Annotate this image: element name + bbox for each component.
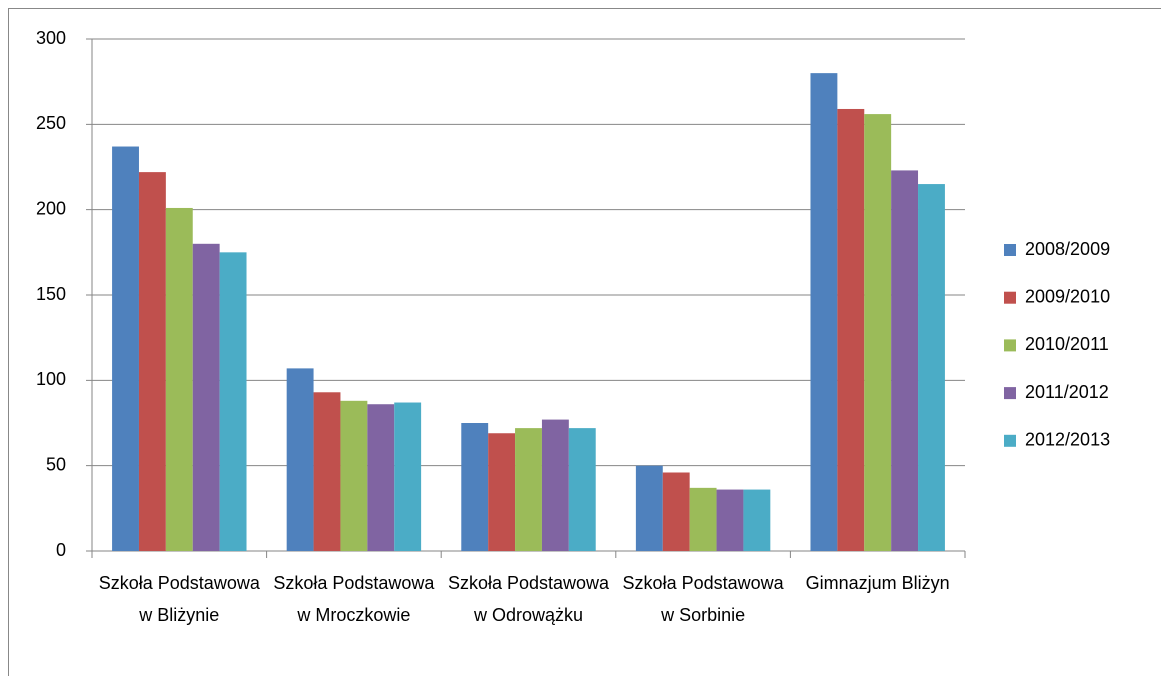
bar [689, 487, 717, 551]
y-tick-label: 200 [36, 198, 66, 218]
y-tick-label: 50 [46, 454, 66, 474]
bar [340, 400, 368, 551]
bar [918, 184, 945, 552]
legend-swatch [1004, 387, 1016, 400]
legend-label: 2010/2011 [1025, 334, 1109, 354]
bar [515, 428, 542, 551]
bar [112, 146, 139, 551]
y-tick-label: 0 [56, 540, 66, 560]
legend-label: 2009/2010 [1025, 286, 1110, 306]
x-tick-label: Szkoła Podstawowa w Sorbinie [622, 573, 784, 625]
bar [219, 252, 247, 552]
bar [810, 73, 838, 551]
bar [568, 428, 596, 551]
y-tick-label: 250 [36, 113, 66, 133]
bar [138, 172, 166, 551]
x-tick-label: Gimnazjum Bliżyn [805, 573, 950, 593]
bar [394, 402, 422, 551]
bar [743, 489, 771, 551]
x-tick-label: Szkoła Podstawowa w Mroczkowie [273, 573, 435, 625]
bar [286, 368, 314, 551]
legend-label: 2012/2013 [1025, 430, 1110, 450]
bar [716, 489, 744, 551]
legend-swatch [1004, 339, 1016, 352]
legend-swatch [1004, 434, 1016, 447]
x-tick-label: Szkoła Podstawowa w Odrowążku [447, 573, 610, 625]
bar [313, 392, 341, 551]
bar [837, 108, 865, 552]
legend-label: 2011/2012 [1025, 382, 1109, 402]
y-tick-label: 300 [36, 28, 66, 48]
bar [541, 419, 569, 551]
bar [891, 170, 919, 551]
bar [192, 243, 220, 552]
chart-border [8, 8, 1161, 676]
bar [367, 404, 395, 551]
y-tick-label: 150 [36, 284, 66, 304]
y-tick-label: 100 [36, 369, 66, 389]
bar [864, 114, 892, 552]
legend-label: 2008/2009 [1025, 239, 1110, 259]
x-tick-label: Szkoła Podstawowa w Bliżynie [98, 573, 260, 625]
bar [461, 423, 489, 551]
bar [488, 433, 516, 551]
legend-swatch [1004, 244, 1016, 256]
bar [662, 472, 690, 551]
legend-swatch [1004, 291, 1016, 304]
bar [165, 207, 193, 551]
bar [635, 465, 663, 551]
